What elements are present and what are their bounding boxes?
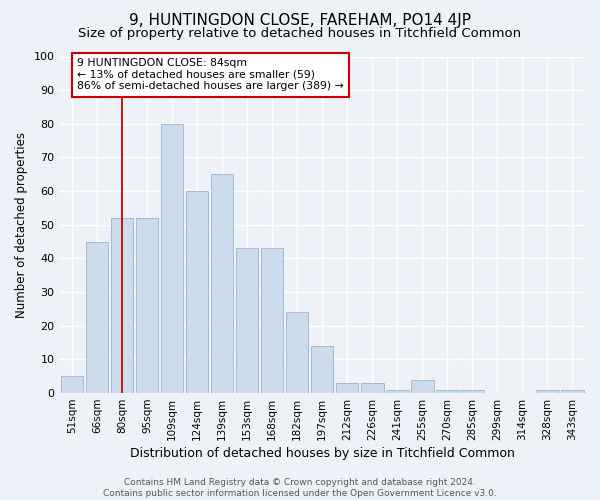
Bar xyxy=(86,242,108,393)
Bar xyxy=(111,218,133,393)
Bar xyxy=(361,383,383,393)
Bar xyxy=(186,191,208,393)
Bar xyxy=(311,346,334,393)
Bar xyxy=(286,312,308,393)
Text: 9, HUNTINGDON CLOSE, FAREHAM, PO14 4JP: 9, HUNTINGDON CLOSE, FAREHAM, PO14 4JP xyxy=(129,12,471,28)
Bar xyxy=(236,248,259,393)
Bar xyxy=(411,380,434,393)
Text: 9 HUNTINGDON CLOSE: 84sqm
← 13% of detached houses are smaller (59)
86% of semi-: 9 HUNTINGDON CLOSE: 84sqm ← 13% of detac… xyxy=(77,58,344,92)
Text: Contains HM Land Registry data © Crown copyright and database right 2024.
Contai: Contains HM Land Registry data © Crown c… xyxy=(103,478,497,498)
Y-axis label: Number of detached properties: Number of detached properties xyxy=(15,132,28,318)
Bar xyxy=(161,124,184,393)
Bar xyxy=(336,383,358,393)
Bar xyxy=(561,390,584,393)
Text: Size of property relative to detached houses in Titchfield Common: Size of property relative to detached ho… xyxy=(79,28,521,40)
Bar xyxy=(61,376,83,393)
Bar xyxy=(211,174,233,393)
Bar xyxy=(536,390,559,393)
Bar xyxy=(436,390,458,393)
Bar xyxy=(136,218,158,393)
Bar xyxy=(261,248,283,393)
X-axis label: Distribution of detached houses by size in Titchfield Common: Distribution of detached houses by size … xyxy=(130,447,515,460)
Bar xyxy=(386,390,409,393)
Bar xyxy=(461,390,484,393)
